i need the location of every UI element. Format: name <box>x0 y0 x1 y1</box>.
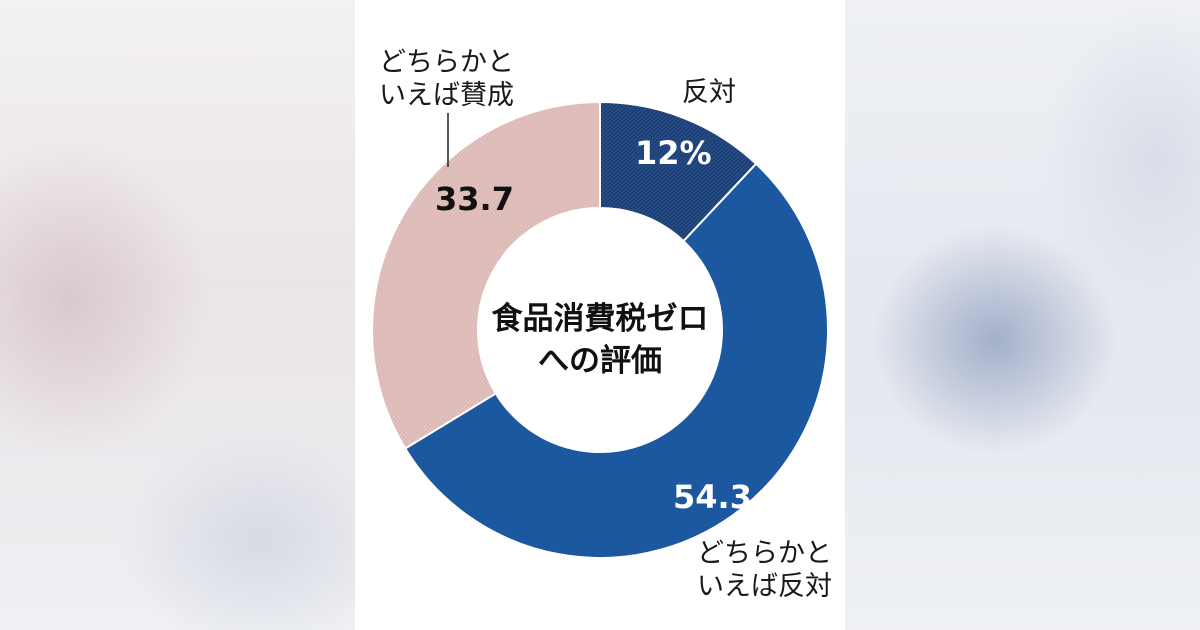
donut-chart <box>371 100 829 559</box>
background-left-blur <box>0 0 355 630</box>
value-label-dochira-hantai: 54.3 <box>673 478 752 516</box>
leader-line <box>447 113 449 167</box>
value-label-hantai: 12% <box>635 134 712 172</box>
slice-dochira-sansei <box>371 100 601 450</box>
category-label-dochira-sansei: どちらかと いえば賛成 <box>379 47 514 111</box>
background-right-blur <box>845 0 1200 630</box>
slice-dochira-hantai <box>403 162 829 559</box>
chart-card: 食品消費税ゼロへの評価 反対 どちらかと いえば反対 どちらかと いえば賛成 1… <box>355 0 845 630</box>
chart-title: 食品消費税ゼロへの評価 <box>491 301 709 379</box>
value-label-dochira-sansei: 33.7 <box>435 180 514 218</box>
category-label-hantai: 反対 <box>682 77 736 108</box>
category-label-dochira-hantai: どちらかと いえば反対 <box>697 538 832 602</box>
